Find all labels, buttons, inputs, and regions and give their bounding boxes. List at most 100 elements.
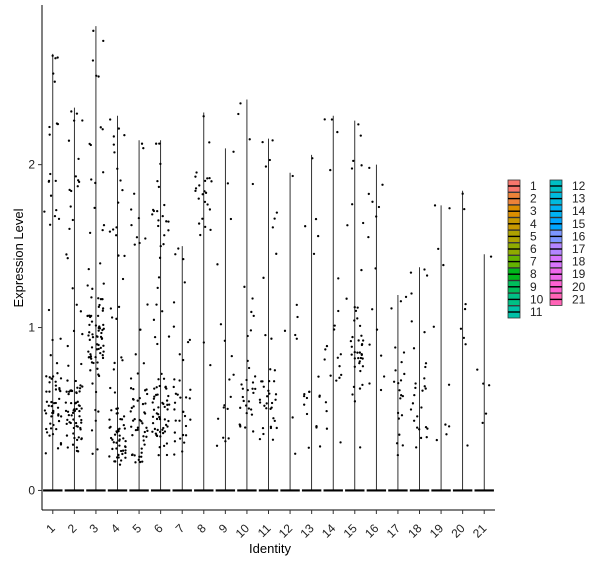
data-point <box>412 347 416 350</box>
data-point <box>401 395 405 398</box>
data-point <box>151 421 155 425</box>
data-point <box>419 436 423 440</box>
data-point <box>131 434 134 437</box>
data-point <box>167 394 170 398</box>
data-point <box>67 364 70 367</box>
data-point <box>45 427 48 431</box>
data-point <box>117 430 120 433</box>
data-point <box>413 393 416 397</box>
data-point <box>394 346 397 349</box>
data-point <box>164 385 167 388</box>
data-point <box>423 377 426 380</box>
data-point <box>115 412 118 415</box>
data-point <box>358 387 362 390</box>
data-point <box>252 391 255 394</box>
data-point <box>117 456 120 459</box>
data-point <box>447 383 451 386</box>
data-point <box>219 323 223 326</box>
data-point <box>121 188 124 192</box>
data-point <box>90 429 94 432</box>
data-point <box>65 434 69 437</box>
data-point <box>99 351 102 355</box>
data-point <box>487 384 491 387</box>
data-point <box>246 334 249 338</box>
data-point <box>100 331 103 335</box>
data-point <box>77 180 81 184</box>
data-point <box>55 208 58 212</box>
data-point <box>361 339 365 342</box>
data-point <box>54 380 57 383</box>
data-point <box>318 445 322 448</box>
data-point <box>112 143 115 146</box>
data-point <box>48 133 51 136</box>
data-point <box>156 286 159 290</box>
data-point <box>99 346 102 350</box>
data-point <box>357 123 360 126</box>
data-point <box>165 387 168 390</box>
data-point <box>263 404 266 407</box>
data-point <box>360 353 363 357</box>
data-point <box>140 142 144 145</box>
data-point <box>71 287 74 290</box>
data-point <box>178 419 181 422</box>
data-point <box>53 80 56 83</box>
data-point <box>250 413 254 416</box>
data-point <box>223 339 227 342</box>
data-point <box>258 438 262 441</box>
data-point <box>410 292 413 295</box>
legend-label: 10 <box>530 292 544 306</box>
data-point <box>115 447 118 450</box>
data-point <box>353 350 356 354</box>
legend-label: 13 <box>572 192 586 206</box>
data-point <box>56 122 60 126</box>
data-point <box>120 356 123 359</box>
data-point <box>57 419 61 423</box>
data-point <box>140 447 143 450</box>
data-point <box>359 356 363 360</box>
data-point <box>325 409 328 413</box>
data-point <box>48 390 51 393</box>
data-point <box>97 297 100 300</box>
data-point <box>67 392 70 396</box>
data-point <box>138 241 141 245</box>
data-point <box>245 412 248 415</box>
data-point <box>66 410 70 413</box>
data-point <box>161 310 164 313</box>
data-point <box>75 407 78 411</box>
data-point <box>98 303 101 307</box>
data-point <box>71 411 75 415</box>
data-point <box>52 72 55 75</box>
data-point <box>273 369 277 372</box>
data-point <box>423 385 426 388</box>
data-point <box>59 337 62 340</box>
data-point <box>76 386 79 389</box>
data-point <box>122 415 126 418</box>
data-point <box>269 368 272 371</box>
data-point <box>425 436 428 439</box>
x-tick-label: 8 <box>194 521 209 536</box>
data-point <box>110 316 114 319</box>
data-point <box>122 437 125 440</box>
data-point <box>489 255 493 258</box>
data-point <box>51 433 55 436</box>
legend-label: 11 <box>530 305 543 319</box>
data-point <box>415 446 418 449</box>
data-point <box>90 320 94 323</box>
data-point <box>437 247 440 251</box>
data-point <box>124 456 127 459</box>
data-point <box>139 328 142 331</box>
data-point <box>258 401 262 404</box>
data-point <box>112 368 115 371</box>
data-point <box>222 436 225 439</box>
data-point <box>411 402 415 405</box>
x-tick-label: 19 <box>427 521 447 541</box>
data-point <box>230 354 233 358</box>
x-tick-label: 3 <box>86 521 101 536</box>
data-point <box>91 382 94 385</box>
data-point <box>115 317 118 320</box>
data-point <box>261 426 265 430</box>
data-point <box>140 451 143 454</box>
data-point <box>146 429 149 432</box>
data-point <box>51 54 54 57</box>
data-point <box>88 323 91 327</box>
